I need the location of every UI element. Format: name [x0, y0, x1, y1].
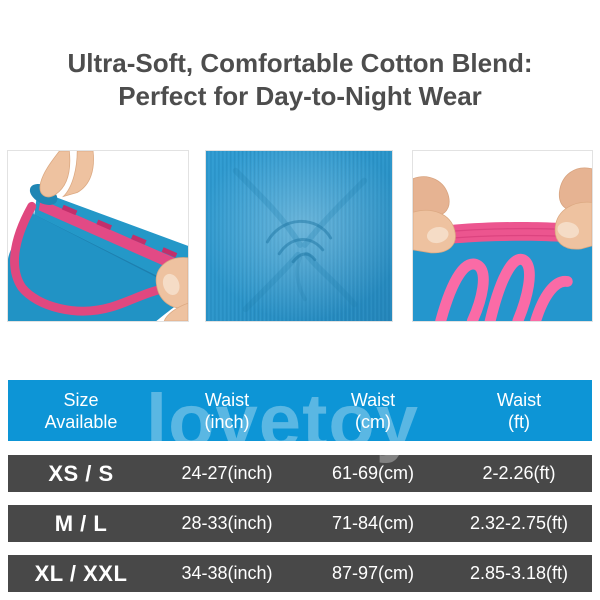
size-chart-table: Size Available Waist (inch) Waist (cm) W… [8, 380, 592, 592]
header-waist-inch: Waist (inch) [154, 380, 300, 441]
header-size-line1: Size [63, 389, 99, 410]
header-waist-inch-line1: Waist [204, 389, 250, 410]
waist-ft-cell: 2.32-2.75(ft) [469, 513, 569, 533]
waist-ft-cell: 2.85-3.18(ft) [469, 563, 569, 583]
waist-cm-cell: 61-69(cm) [331, 463, 415, 483]
waist-inch-cell: 34-38(inch) [181, 563, 273, 583]
waist-inch-cell: 28-33(inch) [181, 513, 273, 533]
header-waist-ft: Waist (ft) [446, 380, 592, 441]
header-waist-inch-line2: (inch) [204, 411, 250, 432]
page-title: Ultra-Soft, Comfortable Cotton Blend: Pe… [0, 47, 600, 113]
table-row-xl-xxl: XL / XXL 34-38(inch) 87-97(cm) 2.85-3.18… [8, 555, 592, 592]
waistband-stretch-illustration [413, 151, 592, 321]
waist-cm-cell: 87-97(cm) [331, 563, 415, 583]
page-title-line-1: Ultra-Soft, Comfortable Cotton Blend: [67, 48, 533, 78]
size-cell: XS / S [48, 460, 114, 486]
table-row-xs-s: XS / S 24-27(inch) 61-69(cm) 2-2.26(ft) [8, 455, 592, 492]
stretch-trim-illustration [8, 151, 188, 321]
header-waist-cm-line2: (cm) [355, 411, 391, 432]
waist-ft-cell: 2-2.26(ft) [482, 463, 556, 483]
waist-inch-cell: 24-27(inch) [181, 463, 273, 483]
product-photo-gallery: lovetoy [0, 150, 600, 460]
header-waist-cm-line1: Waist [350, 389, 396, 410]
header-waist-ft-line1: Waist [496, 389, 542, 410]
fabric-closeup-photo [205, 150, 393, 322]
header-waist-ft-line2: (ft) [508, 411, 530, 432]
size-cell: XL / XXL [34, 560, 128, 586]
waistband-stretch-photo [412, 150, 593, 322]
waist-cm-cell: 71-84(cm) [331, 513, 415, 533]
page-title-line-2: Perfect for Day-to-Night Wear [118, 81, 482, 111]
fabric-closeup-illustration [206, 151, 392, 321]
size-chart-header-row: Size Available Waist (inch) Waist (cm) W… [8, 380, 592, 441]
size-cell: M / L [54, 510, 108, 536]
header-size-available: Size Available [8, 380, 154, 441]
table-row-m-l: M / L 28-33(inch) 71-84(cm) 2.32-2.75(ft… [8, 505, 592, 542]
header-size-line2: Available [44, 411, 118, 432]
stretch-trim-photo [7, 150, 189, 322]
header-waist-cm: Waist (cm) [300, 380, 446, 441]
